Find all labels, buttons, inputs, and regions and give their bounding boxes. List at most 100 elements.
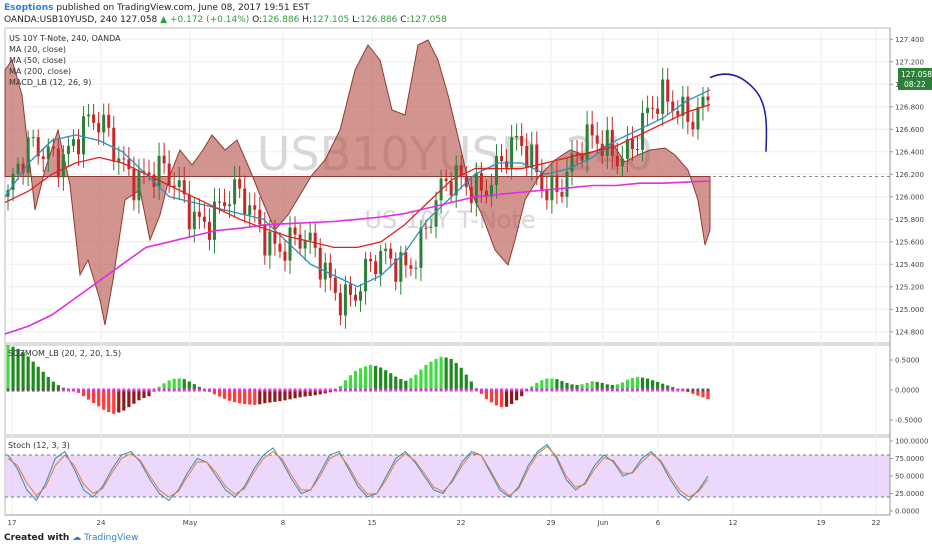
x-tick-label: May (183, 519, 197, 527)
sqz-zero-marker (258, 388, 262, 392)
sqz-bar (142, 390, 146, 398)
sqz-bar (323, 390, 327, 394)
x-tick-label: Jun (597, 519, 609, 527)
candle-body (82, 116, 86, 155)
sqz-bar (409, 378, 413, 390)
sqz-zero-marker (646, 388, 649, 392)
candle-body (454, 165, 458, 196)
candle-body (26, 137, 30, 173)
candle-body (570, 153, 574, 172)
candle-body (656, 108, 660, 114)
sqz-bar (530, 386, 534, 390)
y-tick-label: 125.800 (895, 216, 924, 224)
close-label: C: (400, 15, 410, 25)
candle-body (338, 292, 342, 316)
candle-body (635, 149, 639, 151)
close-value: 127.058 (409, 15, 447, 25)
sqz-zero-marker (676, 388, 680, 392)
sqz-bar (192, 384, 196, 390)
candle-body (248, 205, 252, 215)
candle-body (364, 258, 368, 292)
candle-body (293, 227, 297, 235)
sqz-bar (107, 390, 111, 413)
axes: 17 24 May 8 15 22 29 Jun 6 12 19 22 124.800 125.000 12… (5, 28, 928, 527)
sqz-bar (640, 377, 645, 390)
candle-body (625, 139, 629, 159)
sqz-bar (273, 390, 277, 402)
high-value: 127.105 (312, 15, 350, 25)
sqz-bar (233, 390, 237, 403)
sqz-zero-marker (298, 388, 302, 392)
sqz-bar (303, 390, 307, 397)
candle-body (46, 146, 50, 160)
sqz-bar (494, 390, 499, 406)
candle-body (646, 107, 650, 113)
stoch-band (5, 455, 890, 497)
sqz-tick-label: 0.5000 (895, 357, 920, 365)
publish-line: Esoptions published on TradingView.com, … (4, 3, 310, 13)
candle-body (56, 148, 60, 178)
price-tag: 127.058 08:22 (898, 68, 932, 90)
candle-body (369, 258, 373, 262)
sqz-bar (580, 384, 584, 390)
sqz-zero-marker (203, 388, 206, 392)
author-link[interactable]: Esoptions (4, 3, 54, 13)
candle-body (580, 155, 584, 161)
sqz-zero-marker (278, 388, 282, 392)
sqz-bar (353, 370, 358, 390)
sqz-bar (651, 380, 655, 390)
footer: Created with ☁ TradingView (4, 533, 138, 543)
candle-body (318, 247, 322, 280)
candle-body (540, 172, 544, 191)
sqz-bar (56, 385, 60, 390)
sqz-zero-marker (147, 388, 151, 392)
y-tick-label: 126.600 (895, 126, 924, 134)
sqz-zero-marker (520, 388, 524, 392)
y-tick-label: 125.400 (895, 261, 924, 269)
sqz-zero-marker (218, 388, 221, 392)
sqz-bar (656, 381, 660, 390)
sqz-bar (419, 369, 423, 390)
y-tick-label: 126.000 (895, 193, 924, 201)
candle-body (449, 181, 453, 196)
candle-body (223, 202, 227, 207)
sqz-zero-marker (595, 388, 599, 392)
footer-brand[interactable]: TradingView (84, 533, 139, 543)
sqz-bar (263, 390, 267, 404)
sqz-bar (560, 381, 564, 390)
sqz-bar (21, 352, 25, 390)
candle-body (157, 155, 161, 187)
y-tick-label: 126.800 (895, 103, 924, 111)
sqz-bar (374, 365, 378, 390)
sqz-bar (167, 380, 171, 390)
candle-body (197, 211, 201, 217)
candle-body (696, 107, 700, 130)
chart-header: Esoptions published on TradingView.com, … (0, 0, 932, 26)
sqz-zero-marker (26, 388, 30, 392)
sqz-bar (283, 390, 287, 401)
sqz-bar (570, 384, 574, 390)
sqz-bar (268, 390, 272, 403)
sqz-bar (36, 366, 40, 390)
sqz-zero-marker (243, 388, 247, 392)
sqz-zero-marker (354, 388, 357, 392)
sqz-zero-marker (82, 388, 85, 392)
candle-body (374, 261, 378, 275)
ma20-line (4, 89, 711, 288)
sqz-bar (41, 371, 45, 390)
candle-body (505, 161, 509, 168)
price-tag-time: 08:22 (904, 80, 926, 89)
candle-body (389, 248, 393, 259)
sqz-zero-marker (379, 388, 383, 392)
sqz-zero-marker (213, 388, 216, 392)
candle-body (681, 96, 685, 116)
candle-body (434, 200, 438, 227)
candle-body (11, 173, 15, 190)
sqz-bar (238, 390, 242, 404)
sqz-bar (132, 390, 136, 404)
candle-body (187, 194, 191, 230)
candle-body (41, 156, 45, 160)
sqz-zero-marker (323, 388, 327, 392)
sqz-zero-marker (454, 388, 458, 392)
